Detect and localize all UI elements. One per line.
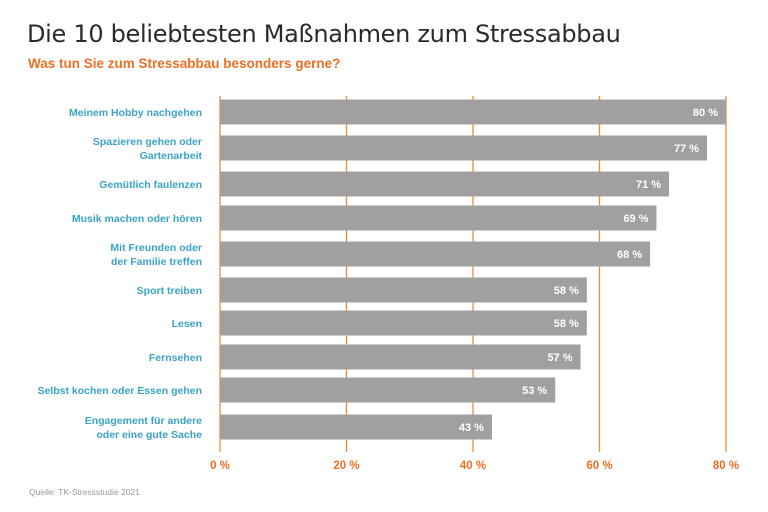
chart-subtitle: Was tun Sie zum Stressabbau besonders ge…	[28, 56, 341, 71]
bar	[220, 135, 708, 161]
category-label: Fernsehen	[149, 352, 202, 364]
bar	[220, 310, 587, 336]
category-label: Selbst kochen oder Essen gehen	[37, 385, 202, 397]
value-label: 71 %	[636, 179, 661, 191]
category-label: Spazieren gehen oder Gartenarbeit	[93, 136, 203, 162]
value-label: 69 %	[623, 213, 648, 225]
bar	[220, 241, 651, 267]
category-label: Engagement für andere oder eine gute Sach…	[85, 415, 202, 441]
x-tick-label: 0 %	[210, 460, 230, 472]
bar	[220, 171, 670, 197]
x-tick-label: 40 %	[460, 460, 486, 472]
category-label: Meinem Hobby nachgehen	[69, 107, 202, 119]
bar	[220, 205, 657, 231]
bar	[220, 99, 726, 125]
chart-title: Die 10 beliebtesten Maßnahmen zum Stress…	[27, 20, 621, 48]
category-label: Musik machen oder hören	[72, 213, 202, 225]
x-tick-label: 80 %	[713, 460, 739, 472]
x-tick-label: 20 %	[333, 460, 359, 472]
bar	[220, 377, 556, 403]
bar	[220, 344, 581, 370]
category-label: Gemütlich faulenzen	[99, 179, 202, 191]
value-label: 68 %	[617, 249, 642, 261]
bar	[220, 414, 492, 440]
category-label: Mit Freunden oder der Familie treffen	[110, 242, 202, 268]
bar	[220, 277, 587, 303]
value-label: 43 %	[459, 422, 484, 434]
x-tick-label: 60 %	[586, 460, 612, 472]
category-label: Lesen	[172, 318, 202, 330]
source-note: Quelle: TK-Stressstudie 2021	[29, 487, 140, 497]
value-label: 80 %	[693, 107, 718, 119]
value-label: 77 %	[674, 143, 699, 155]
value-label: 58 %	[554, 318, 579, 330]
category-label: Sport treiben	[137, 285, 202, 297]
value-label: 58 %	[554, 285, 579, 297]
value-label: 57 %	[547, 352, 572, 364]
value-label: 53 %	[522, 385, 547, 397]
